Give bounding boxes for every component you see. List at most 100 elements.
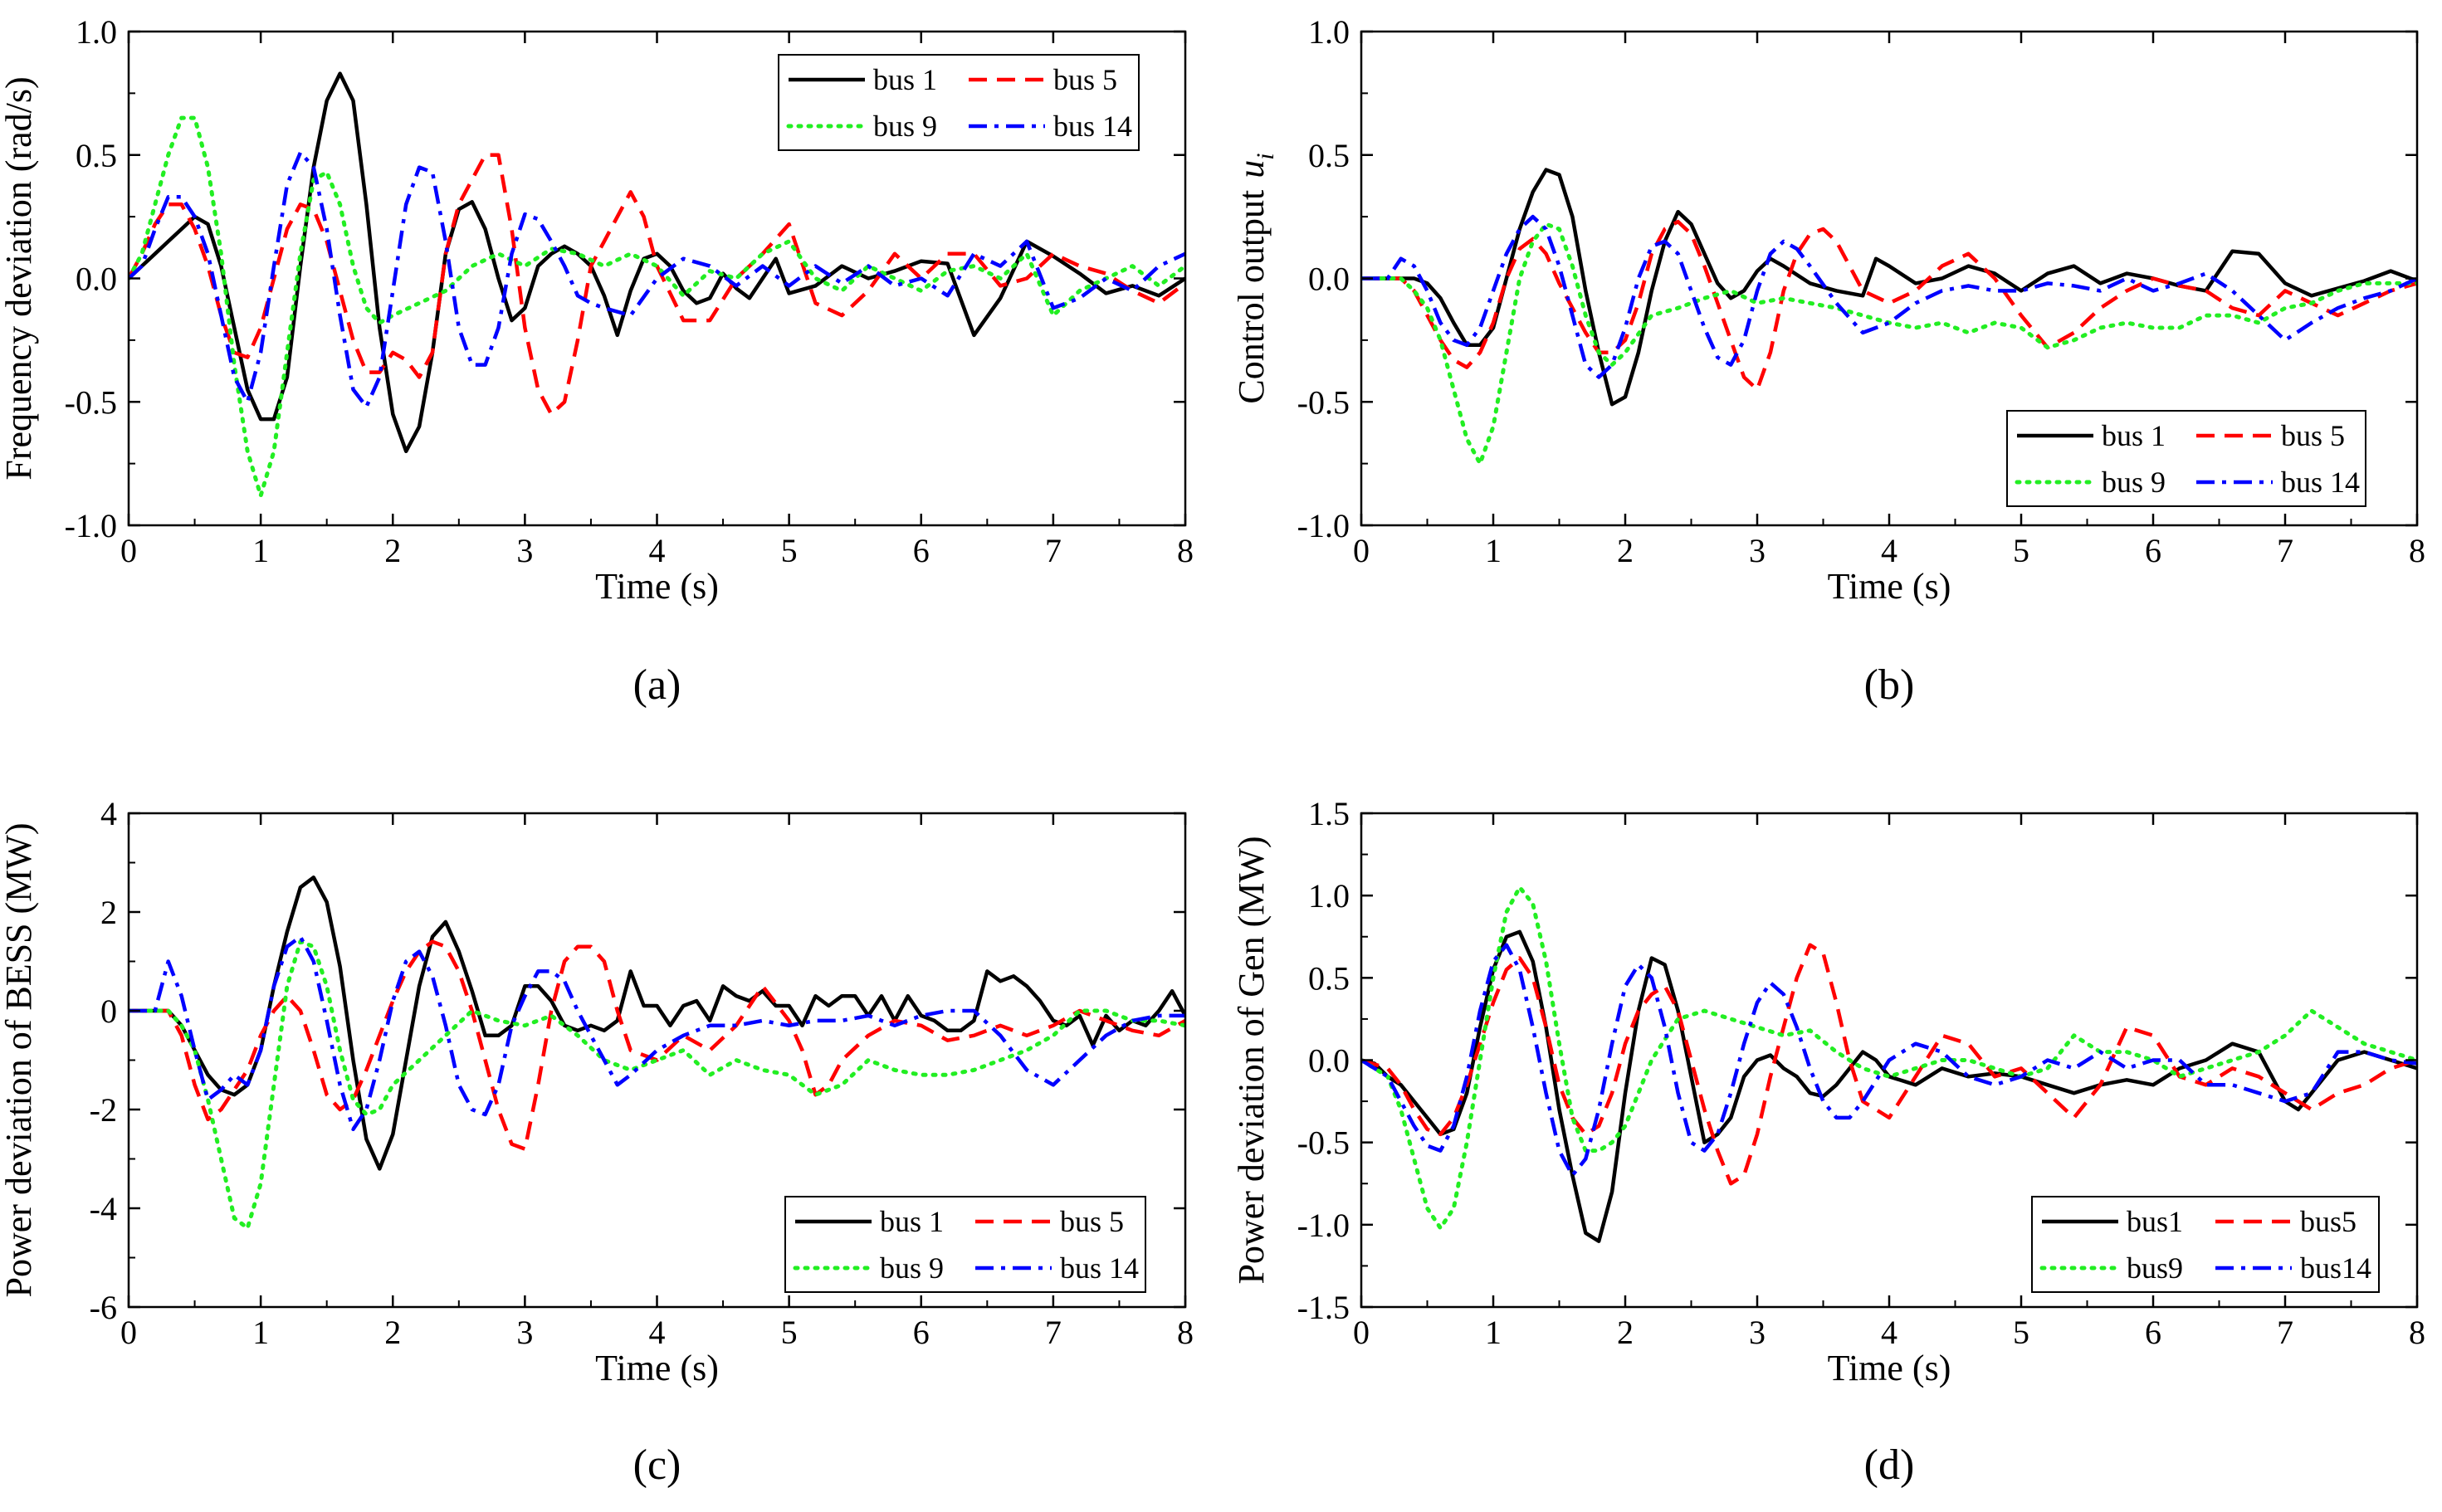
legend: bus 1 bus 5 bus 9 bus 14 — [778, 54, 1140, 151]
y-tick-label: 0.0 — [1308, 261, 1350, 298]
y-axis-label: Control output ui — [1231, 153, 1279, 403]
y-tick-label: -1.5 — [1297, 1289, 1350, 1326]
legend-label: bus 1 — [880, 1205, 944, 1238]
y-axis-label: Frequency deviation (rad/s) — [0, 76, 39, 480]
x-tick-label: 4 — [1881, 532, 1897, 569]
x-axis-label: Time (s) — [595, 566, 719, 607]
legend-label: bus 9 — [880, 1251, 944, 1285]
x-tick-label: 0 — [120, 1314, 137, 1351]
x-tick-label: 8 — [1177, 1314, 1194, 1351]
y-tick-label: 1.0 — [76, 13, 117, 51]
series-group — [1361, 168, 2417, 466]
y-tick-label: -1.0 — [65, 507, 117, 544]
x-tick-label: 4 — [649, 1314, 666, 1351]
x-tick-label: 6 — [2145, 532, 2161, 569]
legend-label: bus 5 — [2281, 419, 2345, 452]
legend-label: bus 14 — [1060, 1251, 1139, 1285]
legend-box — [2006, 410, 2366, 507]
series-group — [129, 71, 1185, 498]
x-tick-label: 2 — [384, 532, 401, 569]
panel-caption: (b) — [1864, 661, 1915, 709]
x-axis-label: Time (s) — [1828, 1348, 1951, 1388]
y-axis-label-symbol: u — [1231, 160, 1272, 178]
legend-label: bus 5 — [1053, 63, 1117, 96]
x-tick-label: 1 — [1485, 1314, 1502, 1351]
y-tick-label: -0.5 — [1297, 1124, 1350, 1162]
x-tick-label: 6 — [913, 1314, 930, 1351]
x-tick-label: 3 — [516, 1314, 533, 1351]
series-line-bus-9 — [129, 939, 1185, 1231]
legend-box — [784, 1196, 1146, 1293]
x-tick-label: 6 — [2145, 1314, 2161, 1351]
x-tick-label: 8 — [1177, 532, 1194, 569]
series-line-bus-5 — [1361, 219, 2417, 392]
legend-label: bus 1 — [2102, 419, 2166, 452]
y-tick-label: 0.5 — [1308, 137, 1350, 174]
panel-caption: (d) — [1864, 1441, 1915, 1489]
series-line-bus5 — [1361, 943, 2417, 1186]
y-tick-label: 0.5 — [76, 137, 117, 174]
x-tick-label: 5 — [781, 532, 798, 569]
x-tick-label: 3 — [516, 532, 533, 569]
legend-label: bus 9 — [2102, 466, 2166, 499]
series-line-bus9 — [1361, 885, 2417, 1231]
series-line-bus-14 — [1361, 214, 2417, 379]
legend-box — [2031, 1196, 2380, 1293]
x-tick-label: 7 — [2277, 532, 2293, 569]
y-tick-label: 1.0 — [1308, 877, 1350, 915]
series-line-bus-1 — [129, 875, 1185, 1171]
x-tick-label: 2 — [1617, 532, 1634, 569]
series-line-bus-14 — [129, 150, 1185, 409]
x-tick-label: 7 — [1045, 1314, 1062, 1351]
x-tick-label: 5 — [2013, 532, 2029, 569]
legend-label: bus1 — [2127, 1205, 2183, 1238]
series-line-bus-9 — [129, 115, 1185, 498]
x-tick-label: 2 — [384, 1314, 401, 1351]
x-tick-label: 2 — [1617, 1314, 1634, 1351]
legend-label: bus14 — [2300, 1251, 2371, 1285]
legend-label: bus5 — [2300, 1205, 2357, 1238]
y-tick-label: 1.5 — [1308, 795, 1350, 832]
legend-label: bus 1 — [873, 63, 937, 96]
x-tick-label: 8 — [2409, 532, 2425, 569]
panel-caption: (a) — [633, 661, 681, 709]
x-tick-label: 0 — [120, 532, 137, 569]
series-line-bus-9 — [1361, 222, 2417, 466]
series-line-bus-1 — [129, 71, 1185, 454]
y-tick-label: -4 — [90, 1190, 117, 1227]
y-tick-label: 2 — [100, 894, 117, 931]
y-tick-label: 4 — [100, 795, 117, 832]
x-tick-label: 5 — [781, 1314, 798, 1351]
y-tick-label: -0.5 — [1297, 383, 1350, 421]
y-tick-label: -1.0 — [1297, 507, 1350, 544]
x-tick-label: 0 — [1353, 1314, 1370, 1351]
x-tick-label: 4 — [649, 532, 666, 569]
y-axis-label-text: Control output — [1231, 190, 1272, 404]
y-tick-label: -0.5 — [65, 383, 117, 421]
panel-caption: (c) — [633, 1441, 681, 1489]
legend-label: bus 14 — [1053, 110, 1132, 143]
legend: bus 1 bus 5 bus 9 bus 14 — [784, 1196, 1146, 1293]
chart-panel-a: 0 1 2 3 4 5 6 7 8 -1.0 -0.5 0.0 0.5 1.0 Time (s) Freque… — [0, 13, 1194, 709]
legend: bus 1 bus 5 bus 9 bus 14 — [2006, 410, 2366, 507]
y-axis-label-text: Power deviation of Gen (MW) — [1231, 836, 1272, 1284]
y-tick-label: 1.0 — [1308, 13, 1350, 51]
series-line-bus-5 — [129, 939, 1185, 1151]
y-tick-label: -1.0 — [1297, 1207, 1350, 1244]
x-tick-label: 5 — [2013, 1314, 2029, 1351]
legend-box — [778, 54, 1140, 151]
series-line-bus1 — [1361, 929, 2417, 1243]
y-axis-label: Power deviation of Gen (MW) — [1231, 836, 1272, 1284]
y-axis-label-subscript: i — [1252, 153, 1279, 159]
legend-label: bus9 — [2127, 1251, 2183, 1285]
legend-label: bus 14 — [2281, 466, 2360, 499]
y-tick-label: -2 — [90, 1091, 117, 1129]
y-tick-label: 0 — [100, 993, 117, 1030]
y-tick-label: 0.0 — [76, 261, 117, 298]
y-tick-label: 0.5 — [1308, 959, 1350, 997]
x-tick-label: 6 — [913, 532, 930, 569]
x-tick-label: 7 — [2277, 1314, 2293, 1351]
x-axis-label: Time (s) — [1828, 566, 1951, 607]
